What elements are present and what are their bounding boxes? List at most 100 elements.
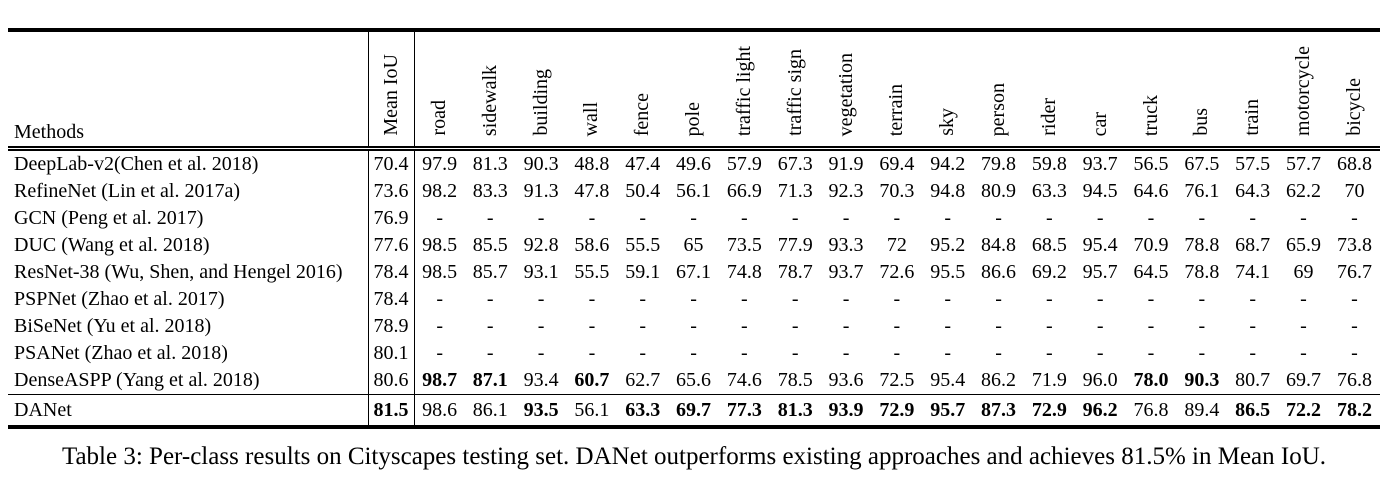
- value-cell: 98.7: [422, 369, 458, 391]
- value-cell: -: [588, 207, 596, 229]
- value-cell: 56.1: [676, 180, 712, 202]
- value-cell: -: [1096, 342, 1104, 364]
- value-cell: -: [893, 342, 901, 364]
- value-cell: -: [944, 342, 952, 364]
- value-cell: 93.1: [523, 261, 559, 283]
- value-cell: 98.5: [422, 261, 458, 283]
- value-cell: -: [486, 207, 494, 229]
- value-cell: -: [639, 288, 647, 310]
- method-cell: DenseASPP (Yang et al. 2018): [8, 367, 369, 395]
- value-cell: 94.5: [1082, 180, 1118, 202]
- value-cell: 78.8: [1184, 261, 1220, 283]
- mean-iou-cell: 73.6: [368, 178, 415, 205]
- value-cell: -: [486, 342, 494, 364]
- value-cell: 65.9: [1285, 234, 1321, 256]
- col-header-label: fence: [631, 92, 654, 136]
- value-cell: 70: [1344, 180, 1365, 202]
- value-cell: 93.5: [515, 394, 567, 427]
- mean-iou-cell: 80.6: [368, 367, 415, 395]
- value-cell: -: [690, 288, 697, 310]
- col-header-pole: pole: [668, 30, 719, 151]
- col-header-label: rider: [1037, 98, 1060, 136]
- value-cell: 68.5: [1031, 234, 1067, 256]
- method-cell: PSPNet (Zhao et al. 2017): [8, 286, 369, 313]
- col-header-truck: truck: [1125, 30, 1177, 151]
- col-header-road: road: [414, 30, 465, 151]
- col-header-rider: rider: [1023, 30, 1075, 151]
- value-cell: -: [995, 288, 1002, 310]
- value-cell: 87.1: [472, 369, 508, 391]
- col-header-label: sidewalk: [478, 64, 501, 136]
- value-cell: -: [1046, 288, 1053, 310]
- value-cell: -: [1351, 207, 1358, 229]
- value-cell: 66.9: [726, 180, 762, 202]
- col-header-bicycle: bicycle: [1328, 30, 1380, 151]
- value-cell: 94.2: [930, 153, 966, 175]
- value-cell: 72.2: [1278, 394, 1329, 427]
- value-cell: 93.4: [523, 369, 559, 391]
- method-cell: GCN (Peng et al. 2017): [8, 205, 369, 232]
- value-cell: 78.2: [1328, 394, 1380, 427]
- value-cell: -: [1198, 342, 1206, 364]
- header-row: Methods Mean IoU road sidewalk building wal…: [8, 30, 1380, 151]
- value-cell: 72.9: [1023, 394, 1075, 427]
- col-header-label: bicycle: [1342, 78, 1365, 136]
- mean-iou-cell: 77.6: [368, 232, 415, 259]
- table-body: DeepLab-v2(Chen et al. 2018) 70.4 97.9 81.3…: [8, 148, 1380, 427]
- value-cell: -: [1300, 207, 1307, 229]
- value-cell: -: [842, 342, 850, 364]
- value-cell: 76.8: [1336, 369, 1372, 391]
- table-row: PSPNet (Zhao et al. 2017) 78.4- - - - - - - - - - -…: [8, 286, 1380, 313]
- value-cell: 76.7: [1336, 261, 1372, 283]
- value-cell: 78.7: [777, 261, 813, 283]
- col-header-car: car: [1074, 30, 1126, 151]
- mean-iou-header: Mean IoU: [368, 30, 415, 151]
- value-cell: 57.7: [1285, 153, 1321, 175]
- col-header-motorcycle: motorcycle: [1278, 30, 1329, 151]
- value-cell: -: [791, 315, 799, 337]
- value-cell: -: [639, 342, 647, 364]
- col-header-label: road: [428, 100, 451, 136]
- value-cell: 57.9: [726, 153, 762, 175]
- value-cell: 80.7: [1235, 369, 1271, 391]
- value-cell: 55.5: [574, 261, 610, 283]
- col-header-building: building: [515, 30, 567, 151]
- value-cell: -: [1300, 342, 1307, 364]
- methods-header: Methods: [8, 30, 369, 151]
- value-cell: -: [741, 207, 748, 229]
- value-cell: 69.4: [879, 153, 915, 175]
- value-cell: -: [588, 315, 596, 337]
- value-cell: 67.1: [676, 261, 712, 283]
- value-cell: 57.5: [1235, 153, 1271, 175]
- value-cell: 69.2: [1031, 261, 1067, 283]
- value-cell: 72: [886, 234, 907, 256]
- value-cell: -: [1351, 342, 1358, 364]
- value-cell: 78.8: [1184, 234, 1220, 256]
- value-cell: 72.6: [879, 261, 915, 283]
- value-cell: -: [1198, 207, 1206, 229]
- value-cell: 74.6: [726, 369, 762, 391]
- value-cell: 73.5: [726, 234, 762, 256]
- table-row: PSANet (Zhao et al. 2018) 80.1- - - - - - - - - - -…: [8, 340, 1380, 367]
- value-cell: -: [537, 315, 545, 337]
- value-cell: 70.9: [1133, 234, 1169, 256]
- col-header-label: train: [1241, 99, 1264, 136]
- value-cell: 86.1: [464, 394, 516, 427]
- value-cell: -: [537, 207, 545, 229]
- value-cell: -: [1046, 315, 1053, 337]
- value-cell: 73.8: [1336, 234, 1372, 256]
- value-cell: 90.3: [523, 153, 559, 175]
- value-cell: 76.8: [1125, 394, 1177, 427]
- value-cell: 91.9: [828, 153, 864, 175]
- table-row: DenseASPP (Yang et al. 2018) 80.6 98.7 87.1…: [8, 367, 1380, 395]
- value-cell: 67.5: [1184, 153, 1220, 175]
- value-cell: -: [791, 288, 799, 310]
- col-header-terrain: terrain: [871, 30, 923, 151]
- value-cell: 48.8: [574, 153, 610, 175]
- method-cell: BiSeNet (Yu et al. 2018): [8, 313, 369, 340]
- value-cell: 64.6: [1133, 180, 1169, 202]
- value-cell: -: [791, 342, 799, 364]
- value-cell: -: [842, 315, 850, 337]
- col-header-wall: wall: [566, 30, 618, 151]
- method-cell: DUC (Wang et al. 2018): [8, 232, 369, 259]
